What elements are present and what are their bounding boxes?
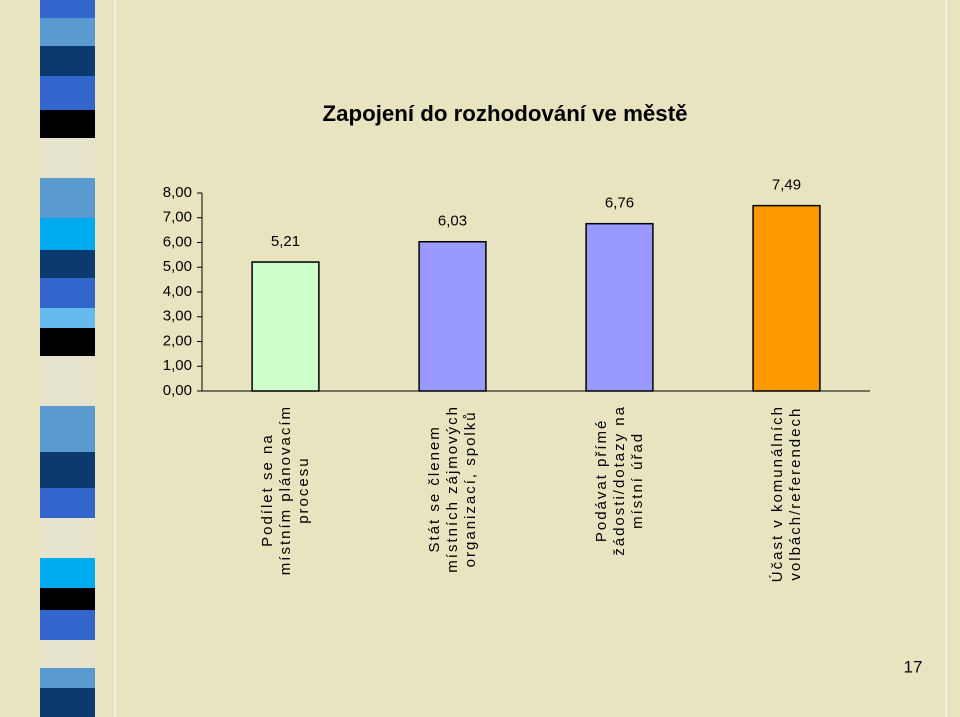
decor-block (40, 688, 95, 717)
value-label: 6,76 (605, 195, 634, 212)
decor-block (40, 250, 95, 278)
value-label: 5,21 (271, 233, 300, 250)
decor-strip (40, 0, 95, 717)
decor-block (40, 610, 95, 640)
page-number: 17 (904, 657, 923, 676)
decor-block (40, 178, 95, 218)
decor-block (40, 278, 95, 308)
y-tick-label: 8,00 (163, 184, 192, 201)
decor-block (40, 356, 95, 406)
y-tick-label: 4,00 (163, 283, 192, 300)
bar (752, 204, 821, 392)
decor-block (40, 558, 95, 588)
decor-block (40, 452, 95, 488)
y-tick-label: 0,00 (163, 382, 192, 399)
decor-block (40, 110, 95, 138)
value-label: 7,49 (772, 177, 801, 194)
decor-block (40, 588, 95, 610)
y-tick-label: 3,00 (163, 308, 192, 325)
x-tick-label: Podávat přímé žádosti/dotazy na místní ú… (592, 405, 646, 556)
decor-block (40, 0, 95, 18)
x-tick-label: Podílet se na místním plánovacím procesu (258, 405, 312, 576)
bar (585, 222, 654, 392)
decor-block (40, 18, 95, 46)
x-tick-label: Účast v komunálních volbách/referendech (768, 405, 804, 583)
x-tick-label: Stát se členem místních zájmových organi… (425, 405, 479, 573)
y-tick-label: 5,00 (163, 258, 192, 275)
decor-block (40, 328, 95, 356)
decor-block (40, 668, 95, 688)
decor-block (40, 138, 95, 178)
y-tick-label: 6,00 (163, 233, 192, 250)
y-tick-label: 2,00 (163, 332, 192, 349)
decor-block (40, 406, 95, 452)
decor-block (40, 640, 95, 668)
decor-block (40, 308, 95, 328)
bar (251, 261, 320, 392)
chart-title: Zapojení do rozhodování ve městě (323, 101, 688, 126)
decor-block (40, 488, 95, 518)
bar (418, 241, 487, 392)
value-label: 6,03 (438, 213, 467, 230)
y-tick-label: 1,00 (163, 357, 192, 374)
decor-block (40, 218, 95, 250)
decor-block (40, 518, 95, 558)
decor-block (40, 76, 95, 110)
decor-block (40, 46, 95, 76)
y-tick-label: 7,00 (163, 209, 192, 226)
